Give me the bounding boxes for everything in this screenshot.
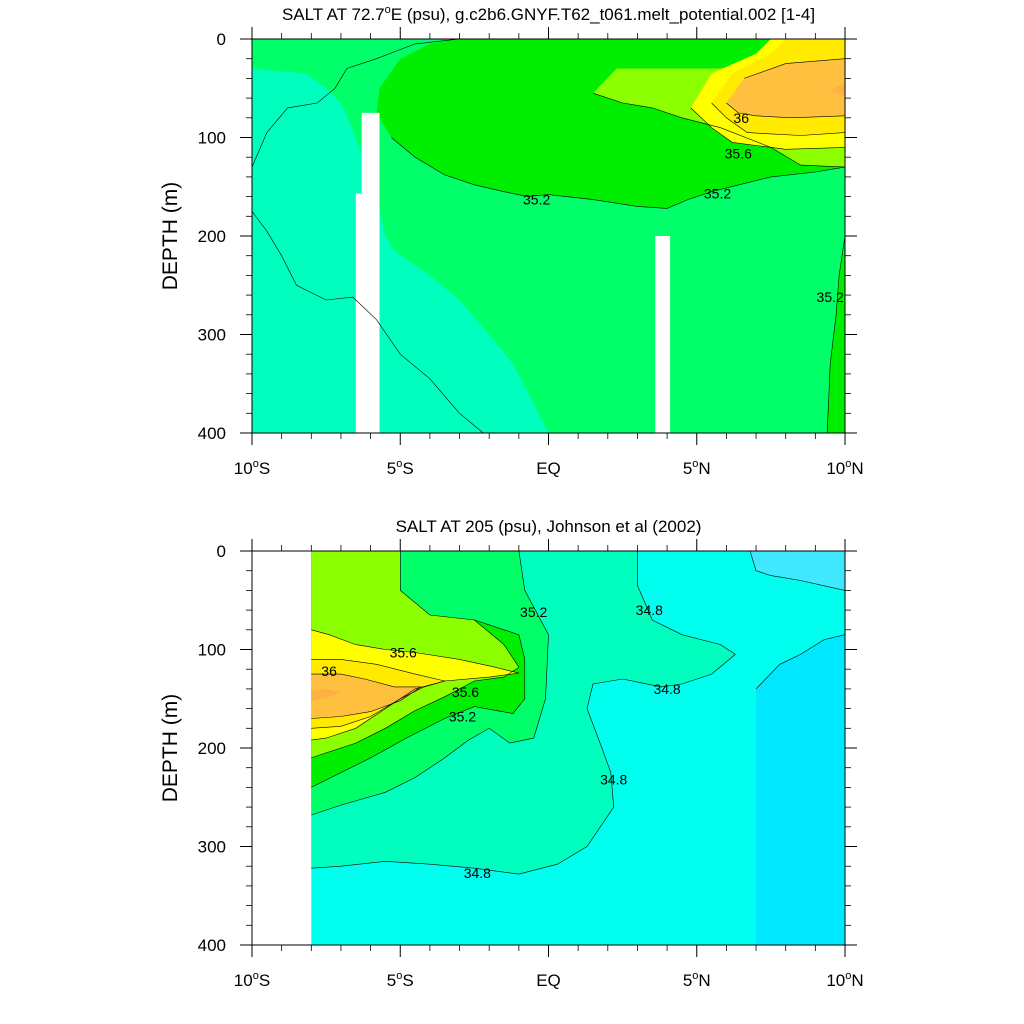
contour-label: 34.8: [653, 681, 680, 697]
y-axis-title: DEPTH (m): [159, 694, 182, 803]
salinity-field: 35.2 34.8 35.6 36 35.6 35.2 34.8 34.8 34.8: [311, 551, 845, 945]
salinity-region-s_gt36_2: [830, 83, 845, 97]
y-tick-label: 100: [198, 129, 226, 148]
contour-line: [826, 235, 845, 433]
salinity-region-s_lowest: [756, 634, 845, 945]
y-tick-label: 100: [198, 641, 226, 660]
contour-line: [311, 551, 526, 788]
y-tick-label: 0: [217, 542, 226, 561]
salinity-region-missing: [355, 112, 380, 433]
contour-label: 34.8: [464, 865, 491, 881]
contour-line: [252, 39, 460, 168]
salinity-field: 36 35.6 35.2 35.2 35.2: [252, 39, 845, 433]
y-tick-label: 300: [198, 838, 226, 857]
contour-label: 35.6: [725, 145, 752, 161]
salinity-region-s_34_6_34_8_light: [750, 551, 845, 591]
contour-line: [311, 673, 422, 719]
salinity-region-s_gt36_2: [311, 688, 341, 701]
contour-line: [311, 629, 519, 741]
x-tick-label: 10oS: [234, 458, 270, 478]
contour-line: [311, 659, 446, 729]
contour-label: 34.8: [636, 602, 663, 618]
contour-line: [311, 619, 520, 759]
x-tick-label: EQ: [536, 459, 561, 478]
contour-label: 35.2: [704, 186, 731, 202]
salinity-region-s_36_0_36_2: [311, 674, 421, 719]
contour-line: [252, 211, 484, 433]
chart-panel-2: 35.2 34.8 35.6 36 35.6 35.2 34.8 34.8 34.8 0 100 20…: [159, 517, 864, 990]
x-tick-label: 10oN: [826, 458, 863, 478]
contour-line: [690, 107, 845, 150]
y-tick-label: 0: [217, 30, 226, 49]
contour-line: [744, 58, 845, 79]
x-tick-label: 5oS: [387, 458, 414, 478]
contour-label: 35.2: [449, 708, 476, 724]
salinity-region-missing: [655, 236, 671, 433]
x-tick-label: 5oN: [683, 458, 711, 478]
contour-line: [726, 102, 845, 119]
contour-line: [755, 634, 845, 690]
contour-line: [711, 102, 845, 136]
contour-label: 35.2: [523, 192, 550, 208]
chart-title: SALT AT 72.7oE (psu), g.c2b6.GNYF.T62_t0…: [282, 4, 815, 24]
contour-label: 35.6: [452, 684, 479, 700]
y-axis-title: DEPTH (m): [159, 182, 182, 291]
x-tick-label: EQ: [536, 971, 561, 990]
x-tick-label: 10oS: [234, 970, 270, 990]
x-tick-label: 10oN: [826, 970, 863, 990]
contour-line: [749, 551, 845, 591]
contour-label: 35.2: [817, 289, 844, 305]
contour-label: 36: [321, 663, 337, 679]
y-tick-label: 400: [198, 936, 226, 955]
contour-label: 36: [733, 110, 749, 126]
chart-panel-1: 36 35.6 35.2 35.2 35.2 0 100 200 300 400 10oS 5oS EQ…: [159, 4, 864, 478]
contour-line: [311, 551, 549, 816]
y-tick-label: 400: [198, 424, 226, 443]
contour-label: 35.6: [390, 644, 417, 660]
y-tick-label: 200: [198, 739, 226, 758]
x-tick-label: 5oN: [683, 970, 711, 990]
contour-line: [592, 92, 845, 168]
chart-title: SALT AT 205 (psu), Johnson et al (2002): [396, 517, 702, 536]
salinity-region-s_36_0_36_2: [726, 58, 845, 118]
contour-label: 34.8: [600, 772, 627, 788]
y-tick-label: 200: [198, 227, 226, 246]
y-tick-label: 300: [198, 326, 226, 345]
x-tick-label: 5oS: [387, 970, 414, 990]
contour-line: [391, 137, 845, 209]
contour-label: 35.2: [520, 604, 547, 620]
contour-line: [311, 551, 736, 875]
